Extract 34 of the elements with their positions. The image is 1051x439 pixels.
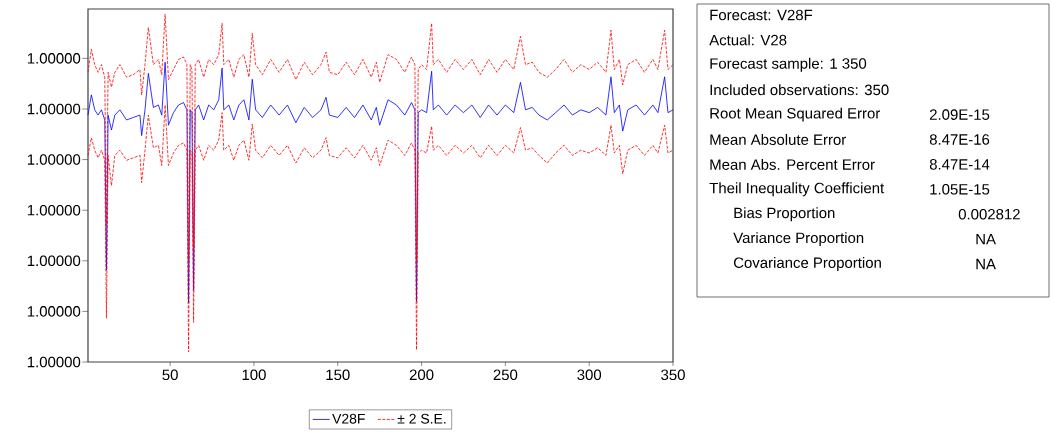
- text: NA: [976, 258, 996, 270]
- text: 1.00000: [27, 204, 81, 216]
- x-tick-label: 300: [577, 369, 602, 381]
- text: Included observations: 350: [710, 84, 889, 96]
- text: 1.00000: [27, 53, 81, 64]
- legend-label: ± 2 S.E.: [397, 413, 446, 424]
- text: Bias Proportion: [734, 207, 835, 222]
- text: 1.00000: [27, 154, 81, 165]
- text: 0.002812: [958, 208, 1020, 220]
- text: 1.00000: [27, 103, 81, 115]
- text: Mean Abs. Percent Error: [710, 158, 875, 170]
- text: 1.05E-15: [930, 184, 990, 195]
- text: 1.00000: [27, 255, 81, 267]
- x-tick-label: 200: [409, 369, 434, 381]
- text: Theil Inequality Coefficient: [709, 182, 885, 197]
- text: Forecast sample: 1 350: [710, 57, 867, 72]
- x-tick-label: 250: [493, 369, 518, 381]
- text: Forecast: V28F: [710, 9, 813, 21]
- text: 1.00000: [27, 306, 81, 317]
- text: 2.09E-15: [929, 109, 990, 120]
- text: 8.47E-14: [929, 159, 990, 170]
- x-tick-label: 150: [326, 369, 350, 381]
- text: Root Mean Squared Error: [710, 107, 881, 122]
- x-tick-label: 50: [162, 369, 178, 381]
- text: Variance Proportion: [733, 232, 864, 247]
- text: 8.47E-16: [929, 134, 990, 145]
- text: Mean Absolute Error: [710, 134, 846, 145]
- x-tick-label: 350: [661, 369, 685, 381]
- text: Covariance Proportion: [733, 257, 881, 271]
- text: 1.00000: [27, 356, 81, 368]
- text: Actual: V28: [709, 34, 787, 46]
- x-tick-label: 100: [242, 369, 266, 381]
- legend-label: V28F: [332, 413, 365, 424]
- text: NA: [976, 233, 996, 245]
